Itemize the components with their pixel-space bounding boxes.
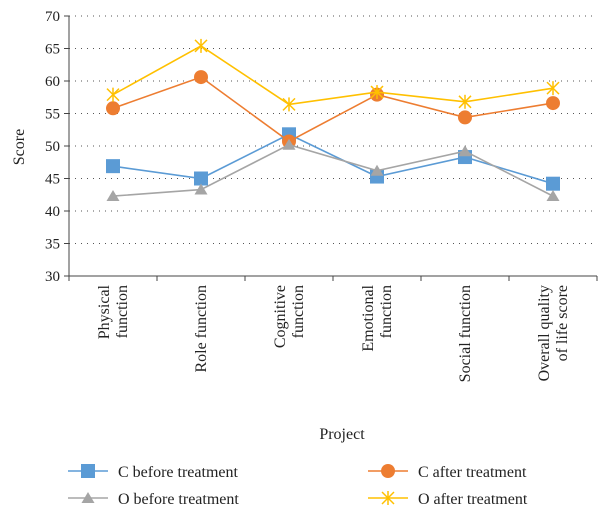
series-line: [112, 76, 554, 143]
circle-marker: [546, 96, 560, 111]
triangle-marker: [81, 492, 95, 503]
data-series: [106, 38, 560, 202]
y-tick-label: 30: [45, 269, 60, 285]
series-o-after-treatment: [106, 38, 560, 112]
x-axis-label: Project: [319, 426, 365, 443]
triangle-marker: [194, 183, 208, 195]
gridlines: [69, 15, 597, 244]
x-tick-label: Emotional: [360, 284, 377, 351]
star-marker: [370, 85, 384, 100]
x-tick-labels: Physical function Role function Cognitive fu…: [96, 284, 571, 382]
star-marker: [282, 97, 296, 112]
y-tick-label: 40: [45, 204, 60, 220]
triangle-marker: [282, 138, 296, 150]
y-axis-label: Score: [11, 129, 28, 165]
x-tick-label: function: [378, 285, 395, 338]
square-marker: [81, 464, 95, 478]
y-tick-label: 65: [45, 42, 60, 58]
series-o-before-treatment: [106, 138, 560, 202]
triangle-marker: [106, 190, 120, 202]
triangle-marker: [546, 190, 560, 202]
legend-label: C after treatment: [418, 464, 527, 481]
series-c-after-treatment: [106, 70, 560, 149]
legend-label: O after treatment: [418, 491, 528, 508]
x-tick-label: Overall quality: [536, 285, 553, 381]
y-tick-label: 45: [45, 172, 60, 188]
triangle-marker: [458, 145, 472, 157]
legend-label: C before treatment: [118, 464, 239, 481]
legend-item: C before treatment: [68, 464, 239, 481]
square-marker: [546, 176, 560, 191]
circle-marker: [458, 110, 472, 125]
star-marker: [546, 81, 560, 96]
circle-marker: [194, 70, 208, 85]
y-tick-label: 35: [45, 237, 60, 253]
circle-marker: [381, 464, 395, 478]
x-tick-label: Role function: [193, 285, 210, 373]
star-marker: [458, 94, 472, 109]
legend-item: C after treatment: [368, 464, 527, 481]
series-c-before-treatment: [106, 127, 560, 191]
legend-label: O before treatment: [118, 491, 239, 508]
square-marker: [194, 171, 208, 186]
y-tick-label: 60: [45, 74, 60, 90]
x-tick-label: function: [114, 285, 131, 338]
x-tick-label: Cognitive: [272, 285, 289, 348]
x-tick-label: Social function: [457, 285, 474, 382]
series-line: [112, 133, 554, 185]
series-line: [112, 143, 554, 197]
y-tick-labels: 30 35 40 45 50 55 60 65 70: [45, 9, 60, 285]
y-tick-label: 55: [45, 107, 60, 123]
x-tick-label: of life score: [554, 285, 571, 361]
star-marker: [106, 87, 120, 102]
square-marker: [106, 159, 120, 174]
x-tick-label: Physical: [96, 284, 113, 339]
series-line: [112, 44, 554, 106]
legend: C before treatment C after treatment O bef…: [68, 464, 528, 508]
star-marker: [381, 491, 395, 505]
circle-marker: [106, 101, 120, 116]
legend-item: O after treatment: [368, 491, 528, 508]
y-tick-label: 70: [45, 9, 60, 25]
y-tick-label: 50: [45, 139, 60, 155]
star-marker: [194, 38, 208, 53]
triangle-marker: [370, 164, 384, 176]
x-tick-label: function: [290, 285, 307, 338]
legend-item: O before treatment: [68, 491, 239, 508]
axes: [64, 15, 598, 281]
